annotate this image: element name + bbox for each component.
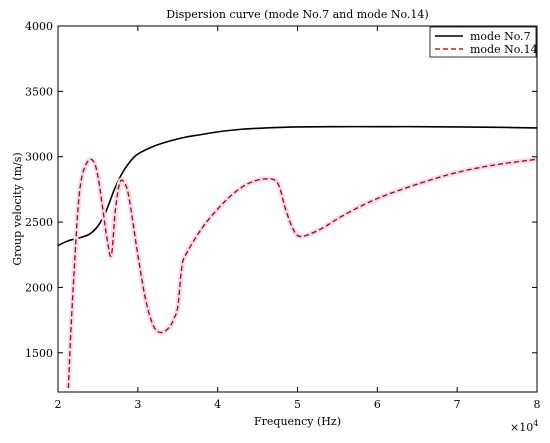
- chart-title: Dispersion curve (mode No.7 and mode No.…: [166, 8, 428, 21]
- x-tick-label: 7: [454, 398, 461, 411]
- y-tick-label: 1500: [25, 347, 53, 360]
- y-tick-label: 2500: [25, 216, 53, 229]
- y-tick-label: 3500: [25, 85, 53, 98]
- x-axis-label: Frequency (Hz): [254, 415, 341, 428]
- series-mode-14-core: [68, 159, 537, 389]
- legend-box: [429, 26, 537, 58]
- y-tick-label: 2000: [25, 281, 53, 294]
- legend-label-mode-14: mode No.14: [470, 43, 538, 56]
- x-axis-exponent-power: 4: [533, 419, 538, 428]
- y-axis-label: Group velocity (m/s): [11, 152, 24, 265]
- x-axis-exponent-base: ×10: [510, 421, 533, 434]
- series-mode-14-halo: [65, 156, 537, 389]
- x-tick-label: 6: [374, 398, 381, 411]
- x-tick-label: 8: [534, 398, 541, 411]
- x-axis-exponent: ×104: [510, 419, 538, 434]
- series-mode-7-line: [58, 125, 537, 247]
- legend-label-mode-7: mode No.7: [470, 30, 531, 43]
- x-tick-label: 3: [134, 398, 141, 411]
- x-tick-label: 4: [214, 398, 221, 411]
- y-tick-label: 3000: [25, 151, 53, 164]
- plot-area: [58, 125, 537, 389]
- y-tick-label: 4000: [25, 20, 53, 33]
- x-tick-label: 2: [55, 398, 62, 411]
- axis-ticks: 2 3 4 5 6 7 8 1500 2000 2500 3000 3500 4000: [25, 20, 541, 411]
- x-tick-label: 5: [294, 398, 301, 411]
- legend: mode No.7 mode No.14: [429, 26, 538, 58]
